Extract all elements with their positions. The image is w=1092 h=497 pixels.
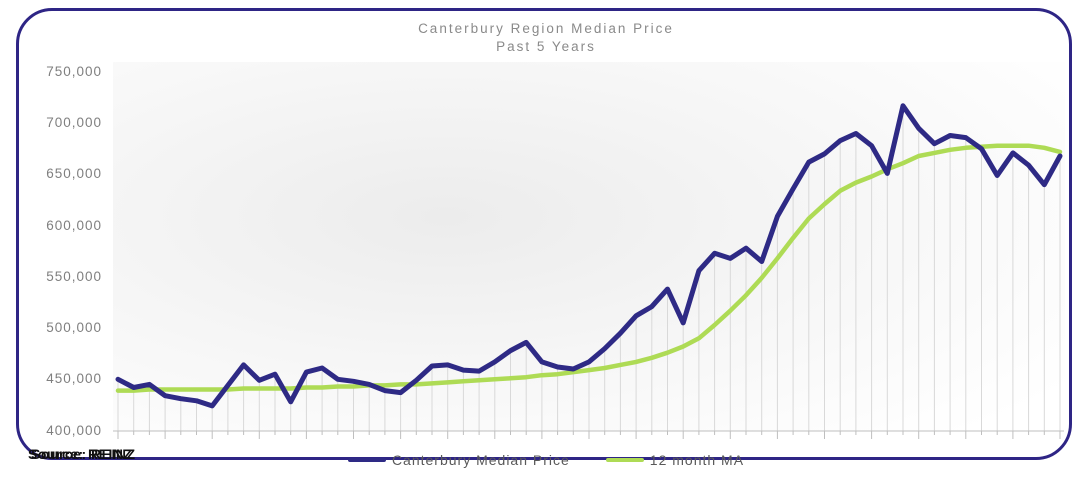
legend: Canterbury Median Price 12 month MA: [0, 452, 1092, 468]
median-price-line: [115, 103, 1063, 409]
y-tick-label: 450,000: [46, 371, 102, 387]
drop-lines: [117, 107, 1061, 431]
median-price-legend-label: Canterbury Median Price: [391, 452, 570, 468]
y-tick-label: 500,000: [46, 320, 102, 336]
y-tick-label: 700,000: [46, 115, 102, 131]
moving-average-swatch: [605, 458, 644, 462]
y-tick-label: 600,000: [46, 217, 102, 233]
source-text: Source: REINZ: [28, 446, 133, 462]
median-price-swatch: [347, 458, 386, 462]
source-text-overprint: Source: REINZ: [31, 446, 136, 462]
y-tick-label: 650,000: [46, 166, 102, 182]
x-axis-ticks: [117, 431, 1061, 439]
chart-subtitle: Past 5 Years: [496, 39, 596, 54]
moving-average-line: [115, 143, 1063, 393]
y-tick-label: 400,000: [46, 422, 102, 438]
y-tick-label: 550,000: [46, 268, 102, 284]
chart-title-block: Canterbury Region Median Price Past 5 Ye…: [0, 20, 1092, 56]
chart-title: Canterbury Region Median Price: [418, 21, 674, 36]
y-tick-label: 750,000: [46, 64, 102, 79]
moving-average-legend-label: 12 month MA: [649, 452, 745, 468]
chart-border-frame: [16, 8, 1072, 460]
legend-item-moving-average: 12 month MA: [605, 452, 745, 468]
legend-item-median-price: Canterbury Median Price: [347, 452, 570, 468]
